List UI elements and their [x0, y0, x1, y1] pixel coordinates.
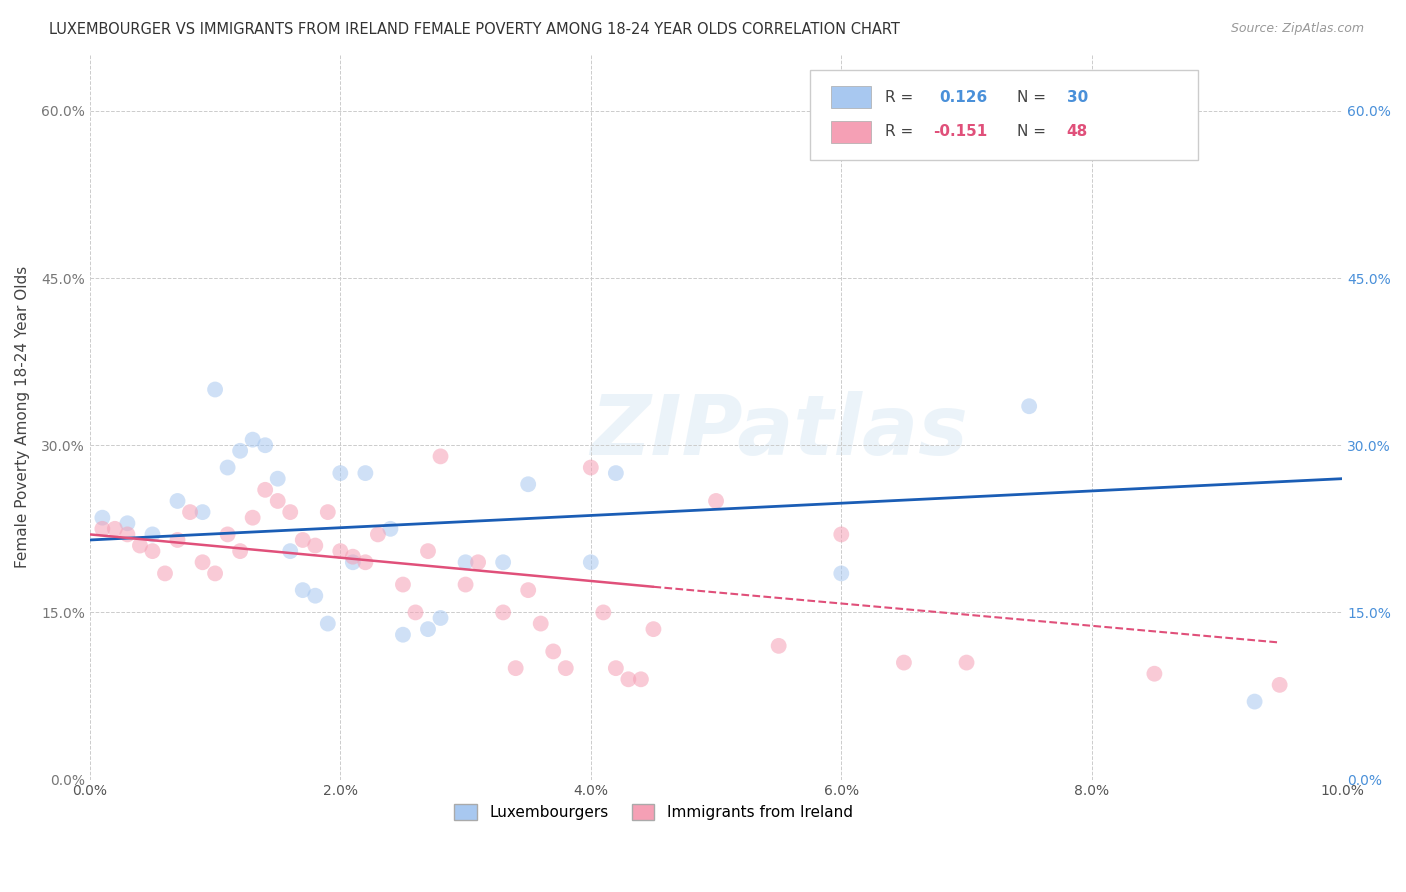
Point	[579, 555, 602, 569]
Point	[617, 673, 640, 687]
Point	[492, 555, 515, 569]
Point	[541, 644, 564, 658]
Point	[104, 522, 127, 536]
Point	[217, 460, 239, 475]
Text: R =: R =	[886, 124, 918, 139]
Point	[605, 466, 627, 480]
Y-axis label: Female Poverty Among 18-24 Year Olds: Female Poverty Among 18-24 Year Olds	[15, 266, 30, 568]
Point	[191, 555, 214, 569]
Point	[830, 566, 852, 581]
Point	[592, 606, 614, 620]
Point	[704, 494, 727, 508]
Point	[342, 549, 364, 564]
Point	[267, 494, 290, 508]
Point	[1243, 695, 1265, 709]
Point	[392, 577, 415, 591]
Text: 48: 48	[1067, 124, 1088, 139]
Point	[304, 539, 326, 553]
Point	[416, 544, 439, 558]
Text: N =: N =	[1017, 90, 1050, 104]
Point	[217, 527, 239, 541]
Point	[278, 505, 301, 519]
Point	[141, 544, 163, 558]
Point	[1143, 666, 1166, 681]
Point	[643, 622, 665, 636]
Text: R =: R =	[886, 90, 924, 104]
Point	[153, 566, 176, 581]
Point	[554, 661, 576, 675]
Point	[354, 555, 377, 569]
Point	[517, 583, 540, 598]
Point	[630, 673, 652, 687]
Point	[768, 639, 790, 653]
Point	[429, 450, 451, 464]
Point	[392, 628, 415, 642]
Point	[329, 544, 352, 558]
Point	[342, 555, 364, 569]
Point	[416, 622, 439, 636]
Text: N =: N =	[1017, 124, 1050, 139]
Legend: Luxembourgers, Immigrants from Ireland: Luxembourgers, Immigrants from Ireland	[449, 798, 859, 826]
Point	[291, 583, 314, 598]
FancyBboxPatch shape	[831, 121, 872, 143]
Point	[955, 656, 977, 670]
Point	[893, 656, 915, 670]
Point	[517, 477, 540, 491]
Point	[267, 472, 290, 486]
Point	[316, 505, 339, 519]
FancyBboxPatch shape	[810, 70, 1198, 161]
Point	[204, 383, 226, 397]
Point	[429, 611, 451, 625]
Point	[1018, 399, 1040, 413]
Text: -0.151: -0.151	[932, 124, 987, 139]
Point	[304, 589, 326, 603]
Point	[1268, 678, 1291, 692]
Point	[179, 505, 201, 519]
Point	[129, 539, 152, 553]
Text: ZIPatlas: ZIPatlas	[589, 392, 967, 473]
Point	[830, 527, 852, 541]
Point	[91, 510, 114, 524]
Point	[405, 606, 427, 620]
Point	[91, 522, 114, 536]
Point	[454, 555, 477, 569]
Point	[229, 544, 252, 558]
Point	[254, 438, 277, 452]
Point	[492, 606, 515, 620]
Point	[191, 505, 214, 519]
Point	[530, 616, 553, 631]
Text: LUXEMBOURGER VS IMMIGRANTS FROM IRELAND FEMALE POVERTY AMONG 18-24 YEAR OLDS COR: LUXEMBOURGER VS IMMIGRANTS FROM IRELAND …	[49, 22, 900, 37]
Text: 0.126: 0.126	[939, 90, 987, 104]
Point	[329, 466, 352, 480]
Point	[242, 433, 264, 447]
Point	[229, 443, 252, 458]
Text: 30: 30	[1067, 90, 1088, 104]
FancyBboxPatch shape	[831, 87, 872, 108]
Point	[254, 483, 277, 497]
Point	[579, 460, 602, 475]
Point	[204, 566, 226, 581]
Point	[605, 661, 627, 675]
Text: Source: ZipAtlas.com: Source: ZipAtlas.com	[1230, 22, 1364, 36]
Point	[278, 544, 301, 558]
Point	[242, 510, 264, 524]
Point	[380, 522, 402, 536]
Point	[166, 533, 188, 547]
Point	[454, 577, 477, 591]
Point	[354, 466, 377, 480]
Point	[117, 516, 139, 531]
Point	[166, 494, 188, 508]
Point	[291, 533, 314, 547]
Point	[141, 527, 163, 541]
Point	[117, 527, 139, 541]
Point	[316, 616, 339, 631]
Point	[367, 527, 389, 541]
Point	[467, 555, 489, 569]
Point	[505, 661, 527, 675]
